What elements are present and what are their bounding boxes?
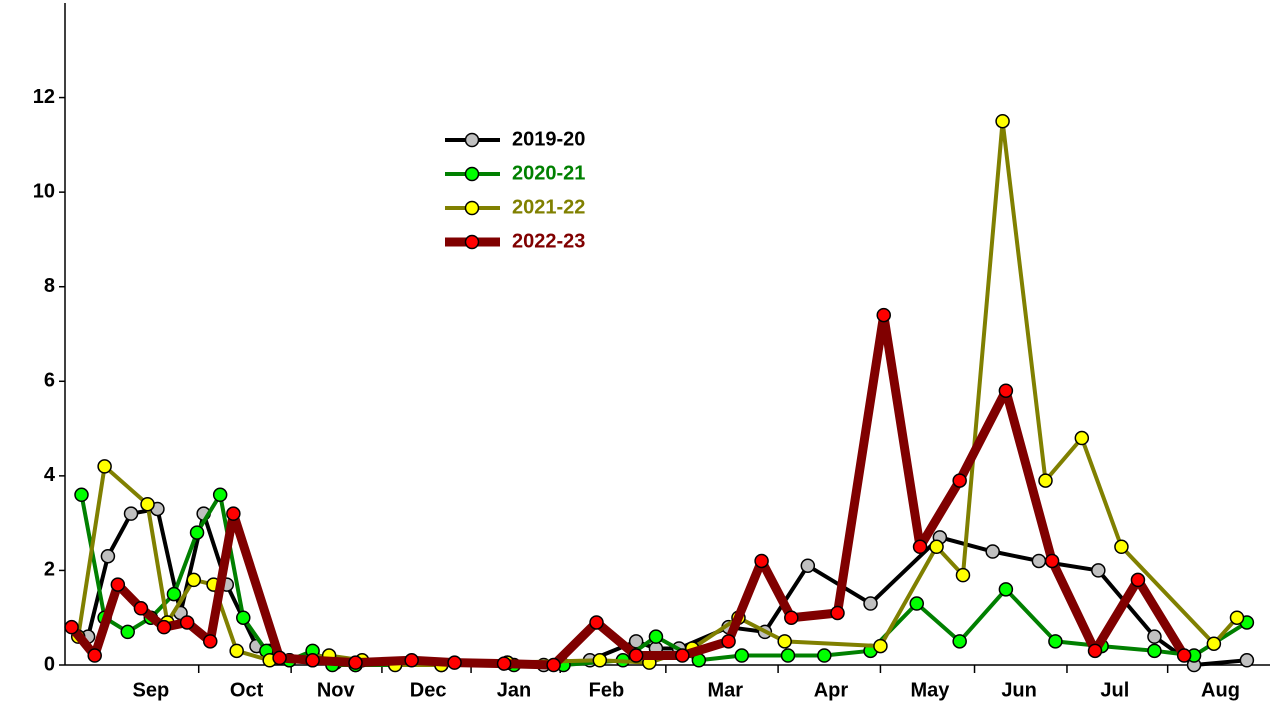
data-point (189, 525, 205, 540)
data-point (721, 634, 736, 649)
data-point (777, 634, 792, 649)
data-point (675, 648, 690, 663)
data-point (229, 643, 244, 659)
data-point (998, 383, 1014, 398)
data-point (133, 601, 149, 616)
data-point (179, 615, 195, 630)
data-point (1031, 553, 1047, 569)
data-point (734, 648, 750, 663)
data-point (305, 653, 320, 668)
data-point (912, 539, 928, 555)
data-point (404, 653, 419, 668)
legend-label: 2021-22 (512, 196, 585, 218)
legend-marker (464, 132, 480, 148)
y-tick-label: 12 (33, 86, 55, 108)
data-point (800, 558, 816, 573)
data-point (1130, 572, 1146, 588)
data-point (1176, 648, 1192, 663)
data-point (203, 634, 218, 649)
data-point (166, 586, 182, 602)
data-point (226, 506, 241, 521)
data-point (348, 655, 363, 670)
data-point (496, 656, 512, 671)
data-point (212, 487, 228, 503)
y-tick-label: 4 (44, 464, 56, 486)
x-tick-label: Jul (1100, 679, 1129, 701)
x-tick-label: May (911, 679, 951, 701)
data-point (955, 567, 971, 583)
data-point (1044, 553, 1060, 569)
x-tick-label: Jan (497, 679, 531, 701)
y-tick-label: 6 (44, 370, 55, 392)
data-point (817, 648, 832, 663)
data-point (863, 596, 878, 611)
legend-label: 2022-23 (512, 230, 585, 252)
data-point (120, 624, 135, 640)
data-point (1147, 643, 1162, 659)
y-tick-label: 10 (33, 180, 55, 202)
data-point (1048, 634, 1063, 649)
data-point (995, 113, 1010, 129)
data-point (754, 553, 769, 569)
legend-label: 2020-21 (512, 162, 585, 184)
data-point (952, 634, 967, 649)
data-point (1074, 430, 1090, 446)
data-point (97, 459, 112, 474)
y-tick-label: 0 (44, 653, 55, 675)
data-point (873, 638, 888, 654)
data-point (1087, 643, 1103, 659)
legend-marker (464, 234, 480, 250)
x-tick-label: Oct (230, 679, 264, 701)
data-point (100, 548, 116, 564)
data-point (272, 650, 287, 666)
x-tick-label: Nov (317, 679, 356, 701)
data-point (1147, 629, 1162, 644)
x-tick-label: Apr (814, 679, 849, 701)
data-point (186, 572, 202, 588)
data-point (998, 582, 1014, 597)
data-point (156, 619, 172, 635)
x-tick-label: Dec (410, 679, 447, 701)
data-point (1114, 539, 1129, 555)
data-point (546, 657, 561, 673)
data-point (929, 539, 944, 555)
data-point (985, 544, 1000, 559)
data-point (64, 619, 79, 635)
data-point (628, 648, 644, 663)
data-point (1206, 636, 1222, 651)
x-tick-label: Sep (132, 679, 169, 701)
x-tick-label: Aug (1201, 679, 1240, 701)
data-point (952, 473, 967, 488)
data-point (648, 629, 664, 644)
data-point (447, 655, 462, 670)
data-point (830, 605, 845, 621)
data-point (236, 610, 251, 625)
data-point (140, 496, 155, 512)
data-point (589, 615, 604, 630)
data-point (1239, 653, 1255, 668)
data-point (876, 307, 891, 323)
data-point (780, 648, 796, 663)
x-tick-label: Mar (707, 679, 743, 701)
y-tick-label: 2 (44, 559, 55, 581)
data-point (110, 577, 126, 592)
data-point (87, 648, 102, 663)
data-point (784, 610, 799, 625)
data-point (628, 634, 644, 649)
data-point (74, 487, 89, 503)
data-point (123, 506, 139, 521)
data-point (1091, 563, 1106, 578)
x-tick-label: Feb (589, 679, 625, 701)
data-point (909, 596, 925, 611)
legend-marker (464, 200, 480, 216)
legend-label: 2019-20 (512, 128, 585, 150)
data-point (592, 653, 608, 668)
legend-marker (464, 166, 480, 182)
data-point (1038, 473, 1053, 488)
y-tick-label: 8 (44, 275, 55, 297)
x-tick-label: Jun (1001, 679, 1037, 701)
data-point (1229, 610, 1245, 625)
